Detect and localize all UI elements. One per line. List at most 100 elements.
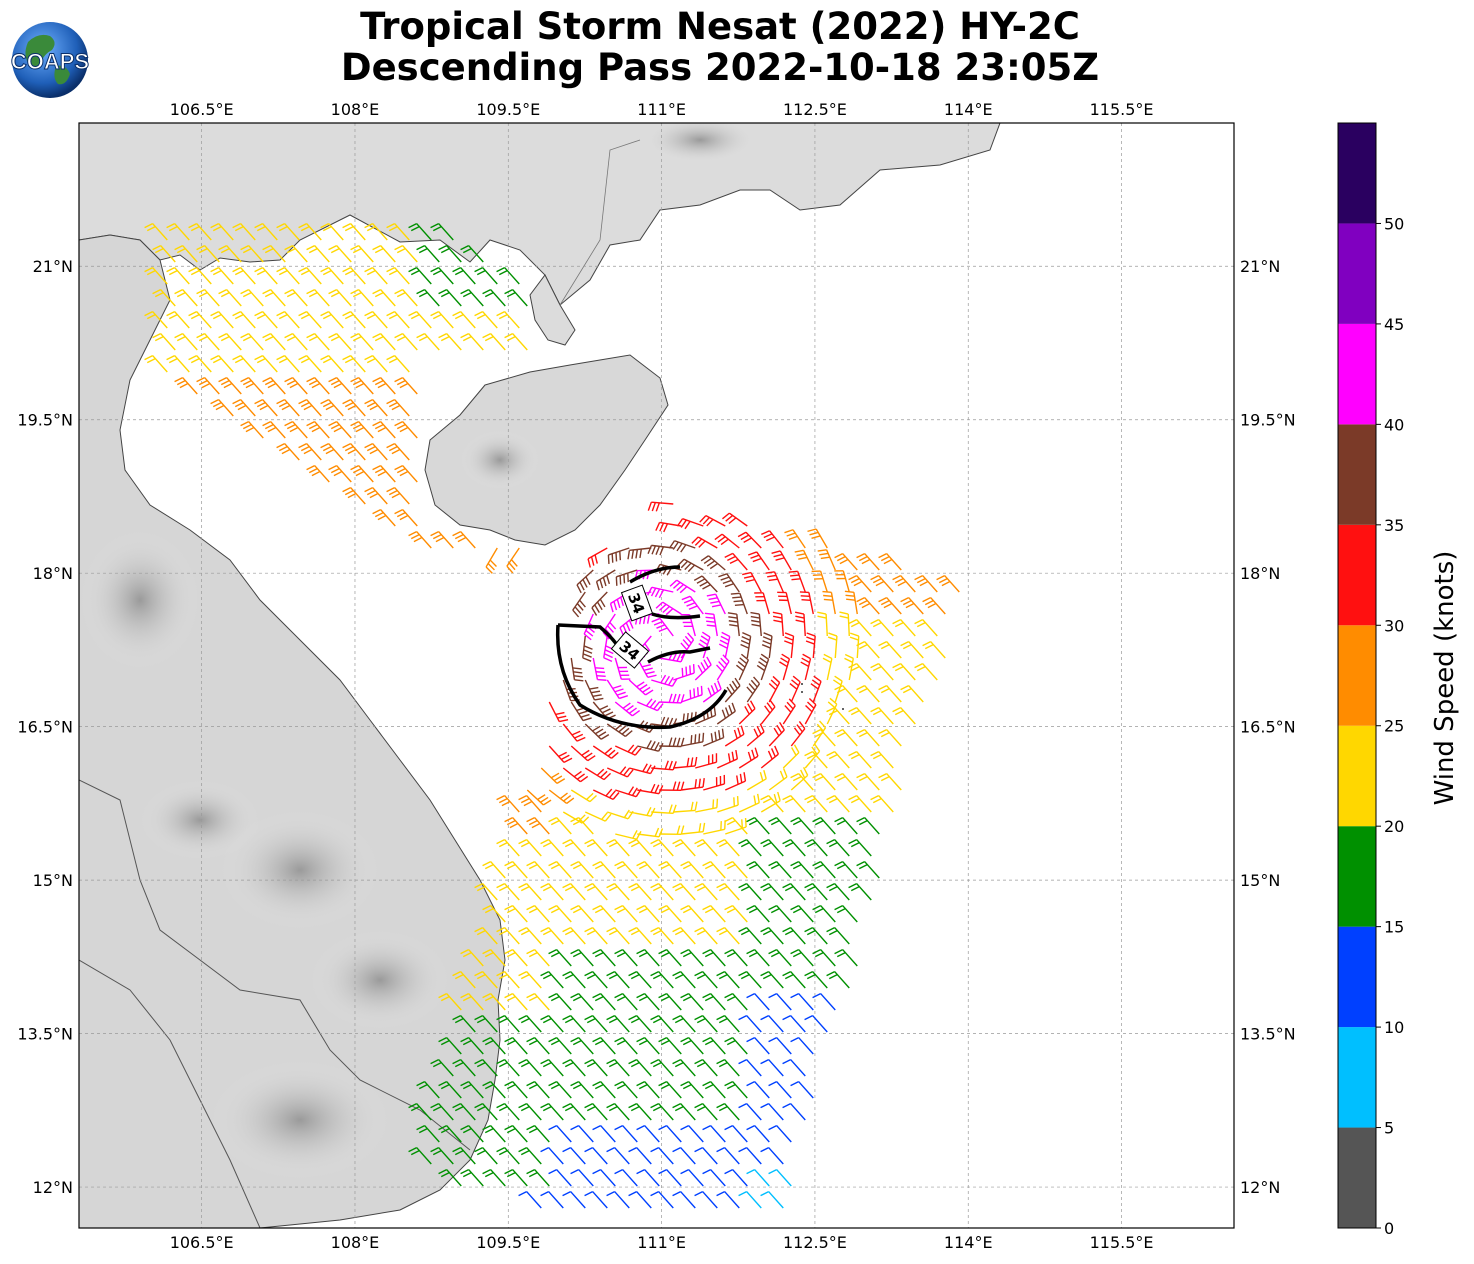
wind-barb bbox=[614, 904, 638, 923]
wind-barb bbox=[717, 796, 739, 813]
wind-barb bbox=[870, 794, 894, 813]
wind-barb bbox=[804, 970, 828, 989]
wind-barb bbox=[254, 398, 278, 417]
wind-barb bbox=[614, 1080, 638, 1099]
wind-barb bbox=[394, 420, 418, 439]
wind-barb bbox=[702, 904, 726, 923]
wind-barb bbox=[394, 508, 418, 527]
wind-barb bbox=[799, 591, 814, 615]
wind-barb bbox=[768, 860, 792, 879]
wind-barb bbox=[584, 767, 612, 781]
wind-barb bbox=[756, 653, 770, 681]
wind-barb bbox=[144, 222, 168, 241]
lon-tick-label-bottom: 109.5°E bbox=[476, 1233, 540, 1252]
wind-barb bbox=[716, 882, 740, 901]
wind-barb bbox=[694, 838, 718, 857]
wind-barb bbox=[504, 816, 528, 835]
wind-barb bbox=[584, 1102, 608, 1121]
wind-barb bbox=[496, 310, 520, 329]
wind-barb bbox=[196, 244, 220, 263]
wind-barb bbox=[636, 1124, 660, 1143]
colorbar-tick-label: 25 bbox=[1384, 717, 1404, 736]
colorbar-tick-label: 10 bbox=[1384, 1018, 1404, 1037]
wind-barb bbox=[320, 442, 344, 461]
wind-barb bbox=[834, 904, 858, 923]
wind-barb bbox=[812, 992, 836, 1011]
wind-barb bbox=[364, 354, 388, 373]
wind-barb bbox=[474, 1146, 498, 1165]
wind-barb bbox=[342, 222, 366, 241]
lat-tick-label-right: 15°N bbox=[1240, 871, 1280, 890]
wind-barb bbox=[416, 288, 440, 307]
wind-barb bbox=[218, 332, 242, 351]
wind-barb bbox=[548, 789, 575, 805]
wind-barb bbox=[562, 767, 589, 783]
wind-barb bbox=[790, 816, 814, 835]
wind-barb bbox=[188, 354, 212, 373]
wind-barb bbox=[540, 926, 564, 945]
wind-barb bbox=[844, 653, 855, 681]
wind-barb bbox=[386, 354, 410, 373]
wind-barb bbox=[848, 618, 872, 637]
wind-barb bbox=[772, 611, 784, 637]
wind-barb bbox=[834, 816, 858, 835]
wind-barb bbox=[592, 657, 607, 681]
wind-barb bbox=[210, 398, 234, 417]
wind-barb bbox=[900, 596, 924, 615]
wind-barb bbox=[591, 591, 608, 616]
wind-barb bbox=[570, 1080, 594, 1099]
lat-tick-label-right: 21°N bbox=[1240, 257, 1280, 276]
wind-barb bbox=[628, 1102, 652, 1121]
wind-barb bbox=[681, 822, 706, 835]
wind-barb bbox=[870, 574, 894, 593]
wind-barb bbox=[562, 723, 586, 742]
wind-barb bbox=[474, 926, 498, 945]
wind-barb bbox=[284, 288, 308, 307]
wind-barb bbox=[870, 706, 894, 725]
wind-barb bbox=[584, 926, 608, 945]
wind-barb bbox=[628, 970, 652, 989]
wind-barb bbox=[240, 420, 264, 439]
wind-barb bbox=[615, 830, 642, 840]
wind-barb bbox=[526, 1080, 550, 1099]
wind-barb bbox=[760, 794, 784, 813]
wind-barb bbox=[474, 1102, 498, 1121]
wind-barb bbox=[350, 244, 374, 263]
wind-barb bbox=[592, 948, 616, 967]
wind-barb bbox=[658, 1080, 682, 1099]
wind-barb bbox=[878, 640, 902, 659]
wind-barb bbox=[716, 838, 740, 857]
wind-barb bbox=[771, 550, 792, 571]
lat-tick-label-left: 21°N bbox=[33, 257, 73, 276]
wind-barb bbox=[647, 501, 674, 512]
wind-barb bbox=[526, 789, 552, 806]
wind-barb bbox=[636, 904, 660, 923]
wind-barb bbox=[320, 354, 344, 373]
wind-barb bbox=[328, 376, 352, 395]
wind-barb bbox=[372, 420, 396, 439]
wind-barb bbox=[364, 398, 388, 417]
wind-barb bbox=[746, 1168, 770, 1187]
colorbar-bin bbox=[1338, 625, 1376, 726]
wind-barb bbox=[804, 743, 821, 769]
wind-barb bbox=[582, 635, 593, 662]
wind-barb bbox=[878, 552, 902, 571]
wind-barb bbox=[518, 882, 542, 901]
wind-barb bbox=[782, 1014, 806, 1033]
wind-barb bbox=[658, 992, 682, 1011]
wind-barb bbox=[768, 1036, 792, 1055]
wind-barb bbox=[672, 970, 696, 989]
wind-barb bbox=[716, 702, 736, 725]
wind-barb bbox=[584, 1058, 608, 1077]
wind-barb bbox=[474, 970, 498, 989]
wind-barb bbox=[572, 591, 586, 618]
wind-barb bbox=[716, 1058, 740, 1077]
wind-barb bbox=[870, 618, 894, 637]
wind-barb bbox=[166, 354, 190, 373]
wind-barb bbox=[768, 721, 785, 747]
colorbar-bin bbox=[1338, 926, 1376, 1028]
wind-barb bbox=[482, 1124, 506, 1143]
wind-barb bbox=[790, 904, 814, 923]
wind-barb bbox=[485, 547, 498, 574]
wind-barb bbox=[694, 1058, 718, 1077]
